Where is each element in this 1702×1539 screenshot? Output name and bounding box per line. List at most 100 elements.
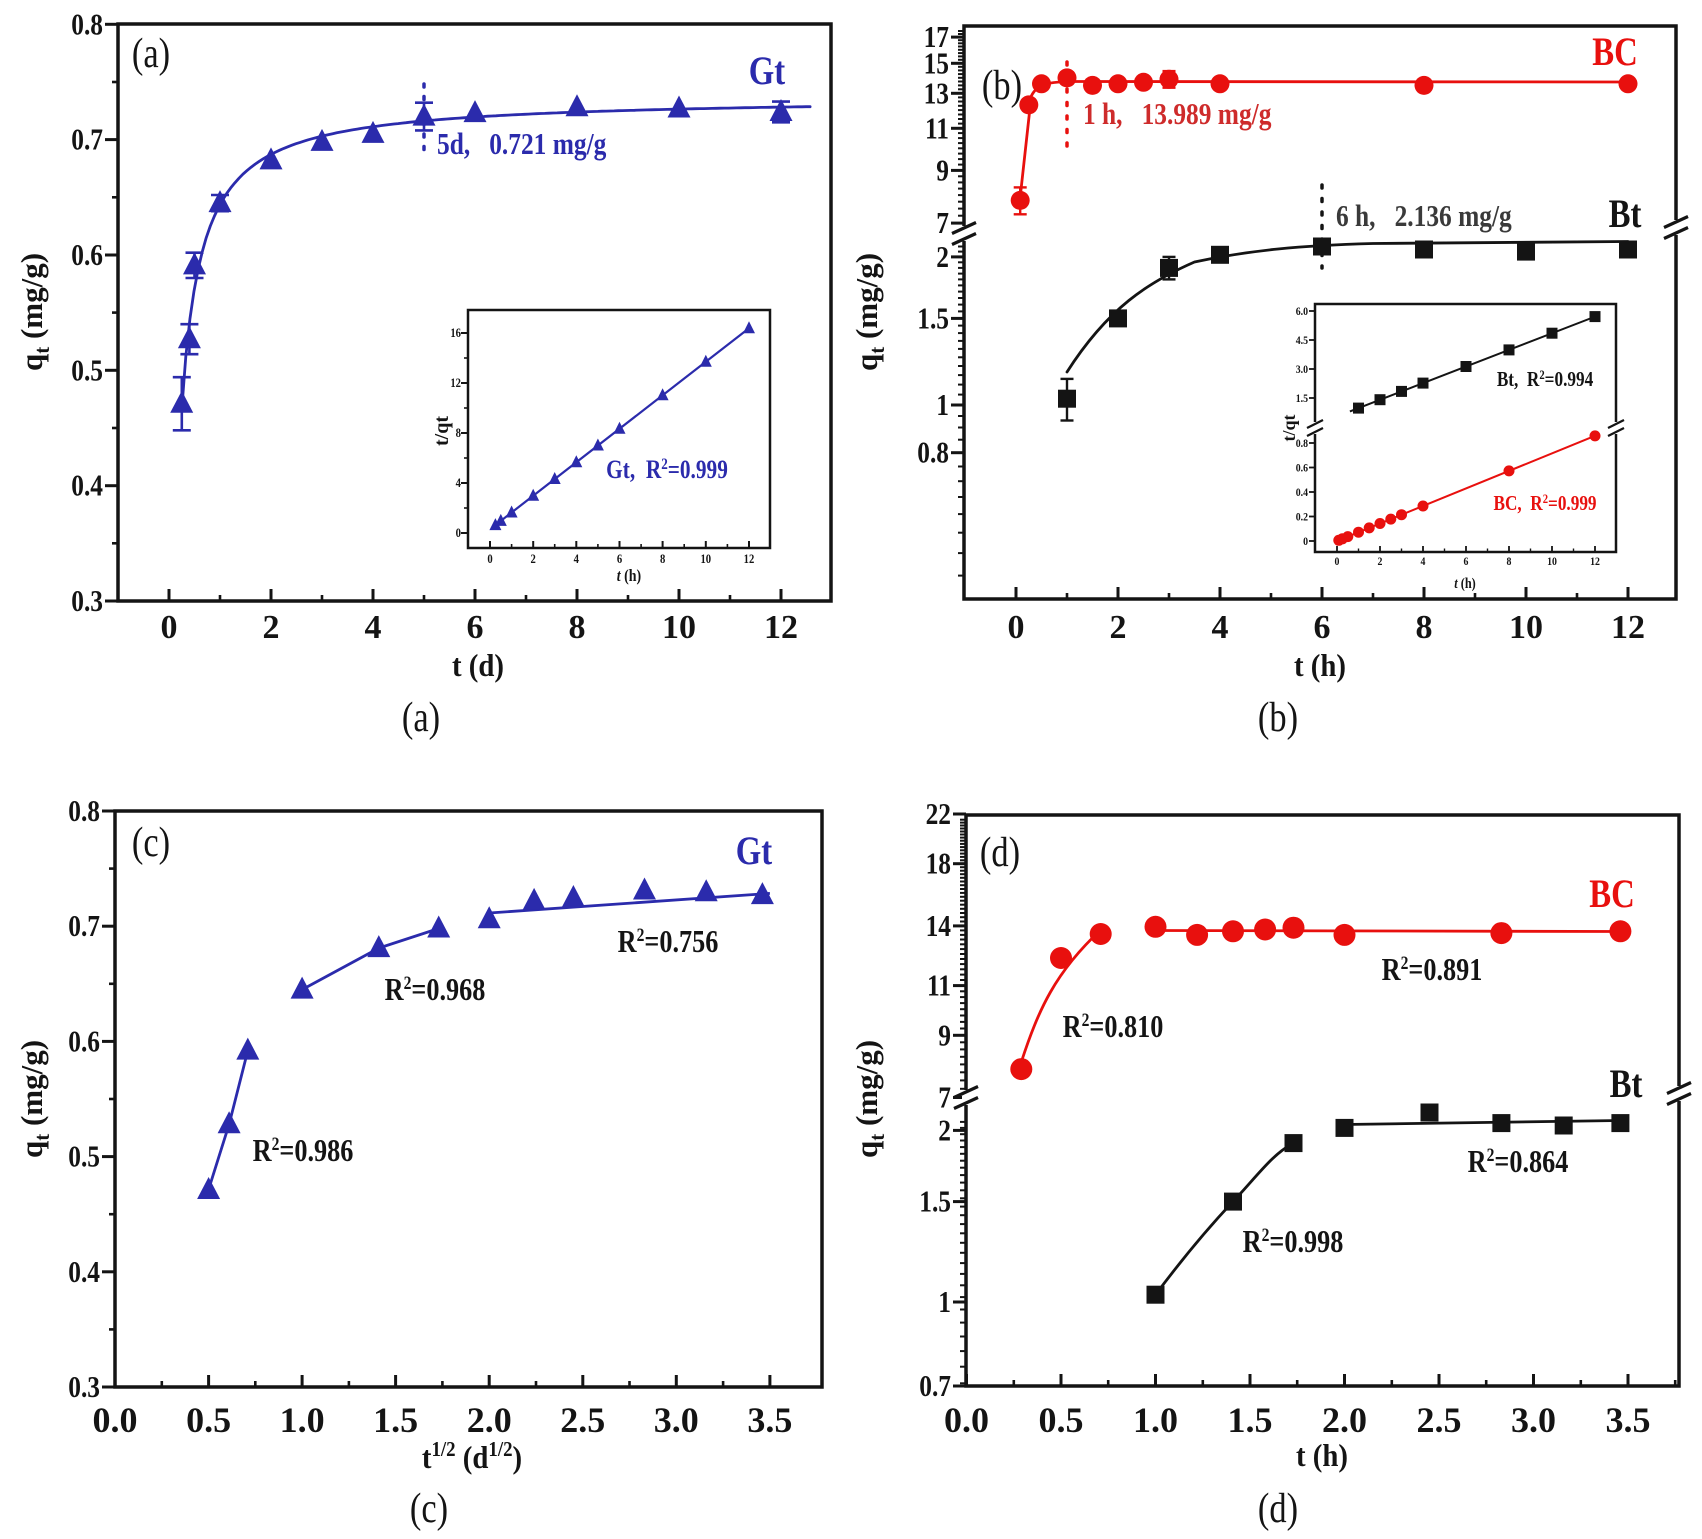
svg-text:1.0: 1.0 bbox=[280, 1400, 325, 1440]
svg-text:10: 10 bbox=[1509, 609, 1543, 646]
svg-text:2: 2 bbox=[938, 1114, 951, 1148]
svg-text:2: 2 bbox=[531, 551, 536, 566]
svg-text:12: 12 bbox=[1590, 555, 1600, 568]
svg-text:BC: BC bbox=[1589, 871, 1635, 916]
svg-text:0.8: 0.8 bbox=[71, 8, 103, 42]
svg-text:0.3: 0.3 bbox=[71, 585, 103, 619]
svg-text:1: 1 bbox=[938, 1286, 951, 1320]
svg-text:15: 15 bbox=[924, 47, 949, 81]
svg-text:2.0: 2.0 bbox=[467, 1400, 512, 1440]
svg-text:t (h): t (h) bbox=[617, 567, 641, 586]
svg-text:Gt: Gt bbox=[749, 48, 786, 93]
svg-text:1.0: 1.0 bbox=[1133, 1400, 1178, 1440]
svg-text:10: 10 bbox=[1547, 555, 1557, 568]
svg-text:1.5: 1.5 bbox=[373, 1400, 418, 1440]
svg-text:0: 0 bbox=[1303, 535, 1308, 548]
svg-text:6.0: 6.0 bbox=[1296, 305, 1309, 318]
svg-text:4: 4 bbox=[1212, 609, 1229, 646]
svg-text:0.8: 0.8 bbox=[1296, 437, 1309, 450]
svg-text:1.5: 1.5 bbox=[1228, 1400, 1273, 1440]
svg-text:11: 11 bbox=[927, 969, 951, 1003]
svg-text:(c): (c) bbox=[410, 1486, 448, 1532]
svg-text:10: 10 bbox=[700, 551, 711, 566]
svg-text:4: 4 bbox=[365, 609, 382, 646]
svg-text:17: 17 bbox=[924, 21, 949, 55]
svg-text:0.6: 0.6 bbox=[68, 1025, 100, 1059]
svg-text:0.4: 0.4 bbox=[68, 1256, 100, 1290]
svg-text:8: 8 bbox=[569, 609, 586, 646]
svg-text:6: 6 bbox=[1464, 555, 1469, 568]
svg-text:0: 0 bbox=[487, 551, 492, 566]
svg-text:R2=0.968: R2=0.968 bbox=[385, 973, 486, 1008]
svg-text:t/qt: t/qt bbox=[1279, 414, 1299, 441]
svg-text:2: 2 bbox=[1378, 555, 1383, 568]
svg-text:4: 4 bbox=[1421, 555, 1426, 568]
svg-text:9: 9 bbox=[938, 1019, 951, 1053]
svg-text:(b): (b) bbox=[982, 63, 1022, 109]
svg-text:3.0: 3.0 bbox=[1296, 363, 1309, 376]
svg-text:2.0: 2.0 bbox=[1322, 1400, 1367, 1440]
svg-text:R2=0.810: R2=0.810 bbox=[1063, 1010, 1164, 1045]
svg-text:0.7: 0.7 bbox=[919, 1370, 951, 1404]
svg-text:6: 6 bbox=[1314, 609, 1331, 646]
svg-text:Gt: Gt bbox=[736, 828, 773, 873]
svg-text:0.4: 0.4 bbox=[1296, 486, 1309, 499]
svg-text:R2=0.864: R2=0.864 bbox=[1468, 1145, 1569, 1180]
svg-text:4: 4 bbox=[574, 551, 579, 566]
svg-text:Gt, R2=0.999: Gt, R2=0.999 bbox=[606, 456, 728, 485]
svg-text:0.7: 0.7 bbox=[71, 123, 103, 157]
svg-text:(b): (b) bbox=[1258, 695, 1298, 741]
svg-text:4: 4 bbox=[456, 475, 461, 490]
svg-text:(c): (c) bbox=[132, 820, 170, 866]
svg-text:0: 0 bbox=[1335, 555, 1340, 568]
svg-text:2.5: 2.5 bbox=[560, 1400, 605, 1440]
svg-text:t/qt: t/qt bbox=[431, 416, 453, 446]
svg-text:12: 12 bbox=[764, 609, 798, 646]
svg-text:0.5: 0.5 bbox=[186, 1400, 231, 1440]
svg-text:12: 12 bbox=[450, 375, 461, 390]
svg-text:(d): (d) bbox=[1258, 1486, 1298, 1532]
svg-text:0.5: 0.5 bbox=[71, 354, 103, 388]
svg-text:2.5: 2.5 bbox=[1417, 1400, 1462, 1440]
svg-text:3.5: 3.5 bbox=[1606, 1400, 1651, 1440]
svg-text:12: 12 bbox=[1611, 609, 1645, 646]
svg-text:0.7: 0.7 bbox=[68, 910, 100, 944]
svg-text:14: 14 bbox=[926, 910, 951, 944]
svg-text:t (h): t (h) bbox=[1296, 1438, 1348, 1474]
svg-text:6: 6 bbox=[467, 609, 484, 646]
svg-text:8: 8 bbox=[1416, 609, 1433, 646]
svg-text:7: 7 bbox=[936, 207, 949, 241]
svg-text:t (h): t (h) bbox=[1454, 575, 1476, 592]
svg-text:qt (mg/g): qt (mg/g) bbox=[849, 253, 889, 371]
svg-text:1: 1 bbox=[936, 389, 949, 423]
svg-text:t (h): t (h) bbox=[1294, 648, 1346, 684]
svg-text:3.0: 3.0 bbox=[654, 1400, 699, 1440]
svg-text:BC: BC bbox=[1592, 29, 1638, 74]
svg-text:Bt: Bt bbox=[1610, 1061, 1644, 1106]
svg-text:6 h, 2.136 mg/g: 6 h, 2.136 mg/g bbox=[1336, 200, 1512, 234]
svg-text:6: 6 bbox=[617, 551, 622, 566]
svg-text:BC, R2=0.999: BC, R2=0.999 bbox=[1493, 491, 1596, 515]
svg-text:7: 7 bbox=[938, 1081, 951, 1115]
svg-text:8: 8 bbox=[1507, 555, 1512, 568]
svg-text:2: 2 bbox=[936, 241, 949, 275]
svg-text:5d, 0.721 mg/g: 5d, 0.721 mg/g bbox=[437, 128, 606, 162]
svg-text:1.5: 1.5 bbox=[919, 1185, 951, 1219]
svg-text:R2=0.756: R2=0.756 bbox=[618, 925, 719, 960]
svg-text:12: 12 bbox=[744, 551, 755, 566]
svg-text:0.6: 0.6 bbox=[71, 239, 103, 273]
svg-text:Bt: Bt bbox=[1609, 191, 1643, 236]
svg-text:0.8: 0.8 bbox=[68, 795, 100, 829]
svg-text:3.0: 3.0 bbox=[1511, 1400, 1556, 1440]
svg-text:18: 18 bbox=[926, 847, 951, 881]
svg-text:0.2: 0.2 bbox=[1296, 511, 1309, 524]
svg-text:t1/2 (d1/2): t1/2 (d1/2) bbox=[422, 1438, 522, 1475]
svg-text:1 h, 13.989 mg/g: 1 h, 13.989 mg/g bbox=[1083, 98, 1271, 132]
svg-text:2: 2 bbox=[1110, 609, 1127, 646]
svg-text:0: 0 bbox=[456, 525, 461, 540]
svg-text:0.5: 0.5 bbox=[1039, 1400, 1084, 1440]
svg-text:R2=0.986: R2=0.986 bbox=[253, 1134, 354, 1169]
svg-text:R2=0.998: R2=0.998 bbox=[1243, 1225, 1344, 1260]
svg-text:22: 22 bbox=[926, 798, 951, 832]
svg-text:11: 11 bbox=[925, 112, 949, 146]
